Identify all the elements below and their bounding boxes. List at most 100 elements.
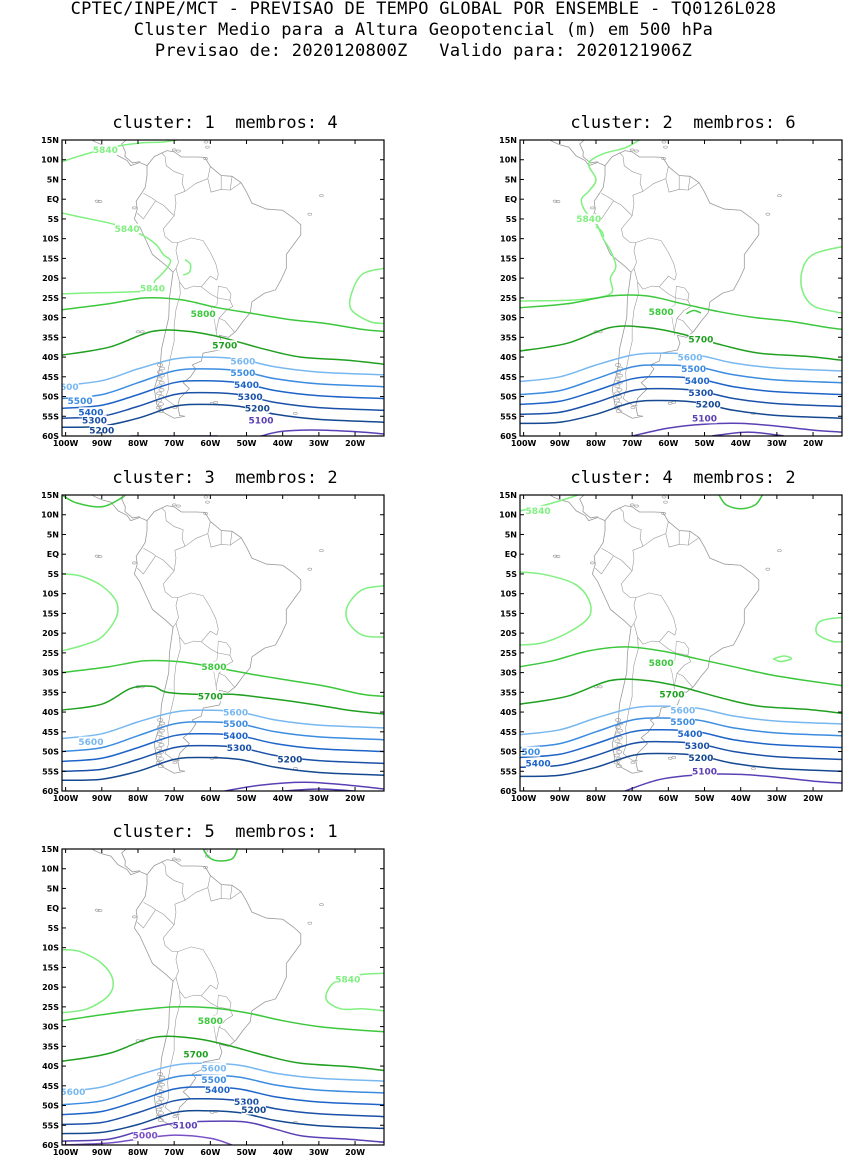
contour-line: [62, 495, 125, 508]
island: [156, 370, 163, 374]
lat-tick-label: 55S: [500, 412, 517, 421]
country-border: [162, 570, 179, 628]
country-border: [620, 570, 637, 628]
lon-tick-label: 20W: [803, 439, 823, 448]
lat-tick-label: 15S: [42, 963, 59, 972]
country-border: [175, 977, 218, 999]
country-border: [184, 875, 211, 901]
contour-label-bg: [648, 306, 674, 317]
river: [216, 286, 219, 306]
lat-tick-label: 15N: [499, 491, 517, 500]
contour-label-bg: [172, 1120, 198, 1131]
island: [202, 134, 206, 136]
island: [614, 377, 621, 381]
island: [777, 549, 782, 553]
contour-label-bg: [248, 415, 274, 426]
island: [614, 384, 621, 388]
country-border: [229, 885, 233, 900]
island: [132, 915, 137, 919]
contour-label: 5200: [89, 426, 114, 436]
contour-line: [202, 849, 239, 862]
country-border: [687, 176, 691, 191]
map-frame: [61, 494, 385, 792]
island: [307, 212, 313, 216]
contour-line: [62, 1035, 384, 1072]
island: [671, 401, 677, 404]
lat-tick-label: 10S: [42, 590, 59, 599]
contour-line: [686, 309, 702, 315]
lat-tick-label: 10N: [499, 511, 517, 520]
contour-label-bg: [335, 974, 361, 985]
lat-tick-label: 5N: [47, 884, 59, 893]
contour-label-bg: [685, 375, 710, 386]
contour-label: 5400: [526, 760, 551, 770]
lat-tick-label: 25S: [42, 649, 59, 658]
lon-tick-label: 60W: [200, 439, 220, 448]
island: [205, 145, 210, 149]
map-svg: 5840 5800 5700 5600 5500 5400 5300 5200 5100 15N 1…: [499, 136, 843, 448]
lat-tick-label: 10N: [41, 865, 59, 874]
country-border: [177, 946, 219, 990]
contour-label: 5840: [335, 976, 360, 986]
contour-label: 5300: [82, 417, 107, 427]
map-svg: 5840 5800 5700 5600 5500 5400 5300 5200 5100 500 5…: [499, 491, 843, 803]
contour-line: [773, 655, 793, 663]
contour-line: [260, 429, 384, 436]
contour-line: [62, 721, 384, 753]
island: [158, 743, 165, 747]
country-border: [619, 152, 644, 216]
lon-tick-label: 50W: [237, 1148, 257, 1157]
contour-label: 5800: [198, 1017, 223, 1027]
island: [615, 764, 622, 768]
contour-label: 5400: [223, 732, 248, 742]
island: [203, 512, 208, 515]
panel-4-map: 5840 5800 5700 5600 5500 5400 5300 5200 5100 500 5…: [458, 491, 847, 805]
island: [555, 200, 561, 203]
island: [663, 500, 668, 504]
contour-label: 5600: [678, 353, 703, 363]
lon-tick-label: 100W: [53, 439, 79, 448]
island: [202, 489, 206, 491]
coastline-south-america: [591, 150, 760, 419]
contour-line: [62, 1120, 384, 1143]
country-border: [659, 285, 690, 301]
contour-line: [62, 709, 384, 740]
contour-label-bg: [114, 223, 140, 234]
island: [156, 377, 163, 381]
contour-label: 5300: [234, 1098, 259, 1108]
lon-tick-label: 100W: [53, 794, 79, 803]
contour-label-bg: [198, 691, 223, 702]
contour-label-bg: [223, 707, 248, 718]
coastline-central-america: [91, 495, 148, 522]
island: [319, 194, 324, 198]
lon-tick-label: 20W: [803, 794, 823, 803]
island: [634, 149, 639, 153]
contour-label: 5840: [115, 225, 140, 235]
lon-tick-label: 70W: [622, 439, 642, 448]
island: [660, 489, 664, 491]
contour-label-bg: [677, 728, 703, 739]
country-border: [601, 548, 633, 571]
contour-label: 5200: [241, 1106, 266, 1116]
island: [615, 409, 622, 413]
contour-label: 5200: [688, 754, 713, 764]
river: [674, 286, 677, 306]
island: [671, 756, 677, 759]
island: [159, 366, 166, 371]
contour-label-bg: [670, 716, 696, 727]
contour-label-bg: [688, 334, 714, 345]
country-border: [635, 237, 677, 281]
contour-line: [718, 495, 764, 510]
lat-tick-label: 10N: [41, 511, 59, 520]
island: [616, 402, 622, 406]
lon-tick-label: 100W: [511, 794, 537, 803]
country-border: [137, 201, 156, 220]
lat-tick-label: 30S: [42, 669, 59, 678]
contour-label: 5840: [140, 284, 165, 294]
island: [158, 381, 165, 385]
contour-label: 5700: [659, 691, 684, 701]
contour-label-bg: [201, 1074, 227, 1085]
island: [171, 148, 177, 152]
contour-line: [520, 364, 842, 396]
header-line-3: Previsao de: 2020120800Z Valido para: 20…: [154, 41, 693, 61]
